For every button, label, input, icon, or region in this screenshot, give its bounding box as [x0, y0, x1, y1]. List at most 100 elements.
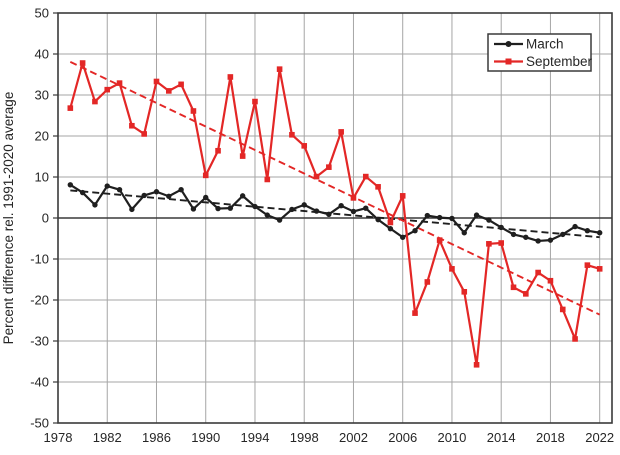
- september-data-point: [264, 176, 271, 183]
- march-data-point: [584, 228, 591, 234]
- september-data-point: [178, 81, 184, 88]
- x-tick-label: 1982: [93, 430, 122, 445]
- september-data-point: [596, 266, 603, 272]
- march-data-point: [436, 214, 443, 221]
- march-data-point: [178, 187, 184, 193]
- legend-march-marker: [505, 41, 512, 47]
- september-data-point: [289, 131, 295, 138]
- march-data-point: [190, 206, 197, 212]
- legend-label-march: March: [526, 37, 564, 52]
- march-data-point: [264, 212, 270, 218]
- y-tick-label: 20: [35, 129, 49, 144]
- legend-label-september: September: [526, 54, 593, 69]
- y-tick-label: -30: [30, 334, 49, 349]
- march-data-point: [92, 202, 98, 208]
- september-data-point: [584, 262, 591, 268]
- march-trendline: [70, 189, 600, 239]
- y-tick-label: 40: [35, 47, 49, 62]
- legend: March September: [487, 33, 593, 72]
- march-data-point: [375, 216, 381, 223]
- september-data-point: [227, 74, 234, 80]
- september-data-point: [559, 306, 566, 313]
- september-data-point: [523, 291, 529, 297]
- march-data-point: [424, 212, 431, 219]
- march-data-point: [449, 215, 455, 222]
- march-data-point: [486, 217, 492, 223]
- march-data-point: [535, 238, 541, 244]
- september-data-point: [547, 277, 554, 284]
- march-data-point: [166, 193, 172, 199]
- september-data-point: [301, 143, 308, 149]
- march-data-point: [387, 225, 394, 232]
- march-data-point: [338, 203, 344, 209]
- march-data-point: [313, 208, 320, 214]
- legend-box: [487, 33, 592, 72]
- september-data-point: [190, 108, 197, 114]
- march-data-point: [572, 223, 578, 230]
- y-tick-label: 30: [35, 88, 49, 103]
- y-tick-label: 0: [42, 211, 49, 226]
- x-tick-label: 1990: [191, 430, 220, 445]
- march-data-point: [252, 203, 258, 210]
- september-data-point: [436, 237, 443, 243]
- september-data-point: [326, 164, 332, 170]
- x-tick-label: 1986: [142, 430, 171, 445]
- march-data-point: [350, 208, 357, 215]
- x-tick-label: 1998: [290, 430, 319, 445]
- september-data-point: [104, 86, 111, 93]
- march-data-point: [461, 230, 467, 236]
- september-data-point: [252, 98, 258, 105]
- march-data-point: [116, 187, 123, 193]
- legend-september-marker: [505, 58, 512, 65]
- september-data-point: [387, 219, 394, 226]
- september-data-point: [239, 153, 246, 159]
- september-data-point: [449, 266, 455, 272]
- march-data-point: [276, 217, 283, 223]
- march-data-point: [473, 212, 480, 218]
- march-data-point: [153, 189, 160, 195]
- september-data-point: [166, 88, 172, 94]
- march-data-point: [510, 231, 517, 238]
- march-data-point: [239, 193, 246, 199]
- september-data-point: [92, 98, 98, 105]
- september-data-point: [362, 173, 369, 180]
- september-data-point: [461, 289, 468, 295]
- march-data-point: [141, 192, 147, 199]
- september-data-point: [202, 172, 209, 179]
- september-data-point: [141, 131, 147, 137]
- y-axis-title: Percent difference rel. 1991-2020 averag…: [1, 91, 16, 345]
- x-tick-label: 2006: [388, 430, 417, 445]
- march-data-point: [79, 189, 86, 196]
- march-data-point: [203, 194, 209, 201]
- march-data-point: [227, 205, 234, 211]
- x-tick-label: 1978: [44, 430, 73, 445]
- september-data-point: [67, 105, 74, 111]
- march-data-point: [326, 211, 332, 218]
- september-data-point: [338, 129, 344, 135]
- march-data-point: [215, 205, 221, 212]
- september-data-point: [412, 310, 418, 316]
- y-tick-label: -50: [30, 416, 49, 431]
- september-data-point: [350, 195, 357, 201]
- september-data-point: [375, 184, 381, 190]
- march-data-point: [129, 206, 135, 213]
- september-data-point: [535, 269, 541, 276]
- march-data-point: [498, 224, 504, 231]
- march-data-point: [400, 234, 406, 240]
- september-trendline: [69, 60, 601, 316]
- september-data-point: [510, 284, 517, 291]
- september-data-point: [486, 241, 492, 247]
- march-data-point: [363, 205, 369, 211]
- september-data-point: [473, 361, 480, 368]
- september-data-point: [313, 173, 320, 180]
- september-data-point: [79, 60, 86, 66]
- september-data-point: [116, 80, 123, 86]
- september-data-point: [153, 78, 160, 85]
- march-data-point: [560, 231, 566, 238]
- september-data-point: [399, 193, 406, 199]
- y-tick-label: 50: [35, 6, 49, 21]
- x-tick-label: 2014: [487, 430, 516, 445]
- march-data-point: [596, 230, 603, 236]
- september-data-point: [572, 336, 578, 342]
